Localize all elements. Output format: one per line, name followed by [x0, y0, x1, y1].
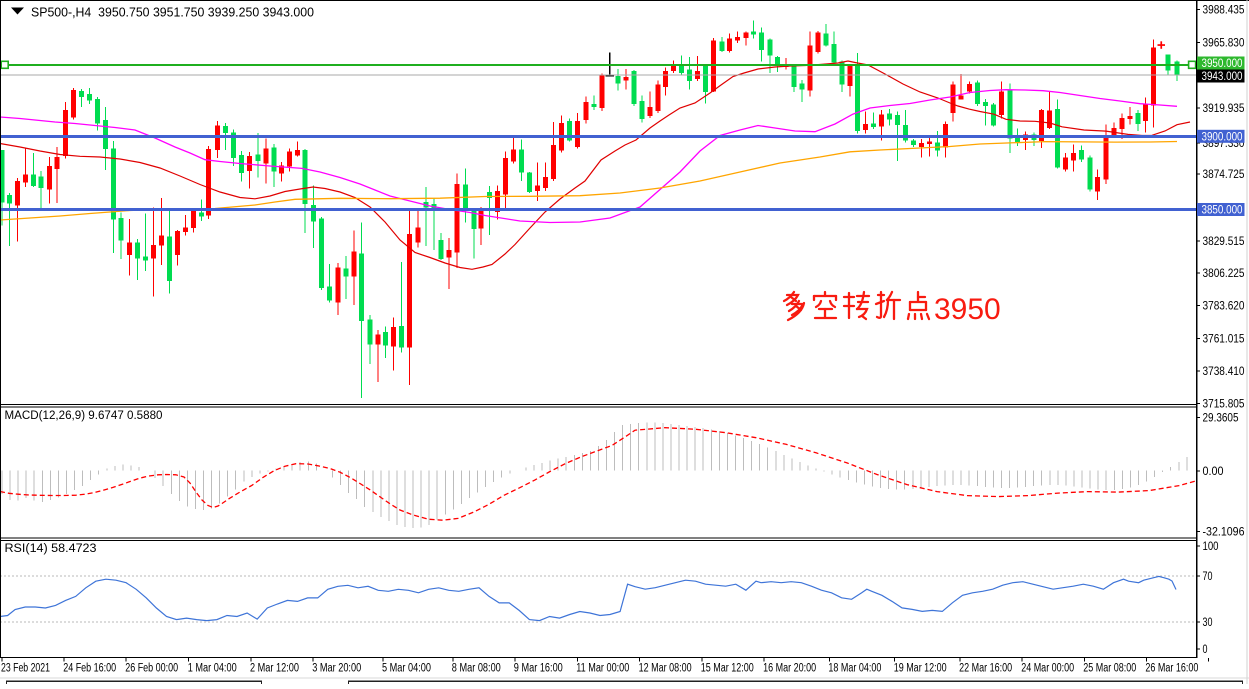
svg-text:15 Mar 12:00: 15 Mar 12:00: [701, 663, 754, 675]
svg-text:3806.225: 3806.225: [1203, 268, 1245, 280]
svg-text:3829.515: 3829.515: [1203, 236, 1245, 248]
svg-text:3715.805: 3715.805: [1203, 399, 1245, 411]
svg-text:3965.830: 3965.830: [1203, 37, 1245, 49]
svg-text:3919.935: 3919.935: [1203, 103, 1245, 115]
svg-text:26 Mar 16:00: 26 Mar 16:00: [1145, 663, 1198, 675]
svg-text:70: 70: [1203, 571, 1213, 583]
svg-text:5 Mar 04:00: 5 Mar 04:00: [382, 663, 431, 675]
svg-text:30: 30: [1203, 617, 1213, 629]
svg-text:100: 100: [1203, 541, 1219, 553]
svg-text:3988.435: 3988.435: [1203, 5, 1245, 17]
svg-text:0: 0: [1203, 644, 1208, 656]
svg-text:3850.000: 3850.000: [1202, 205, 1243, 217]
svg-text:19 Mar 12:00: 19 Mar 12:00: [894, 663, 947, 675]
svg-text:MACD(12,26,9) 9.6747 0.5880: MACD(12,26,9) 9.6747 0.5880: [5, 410, 163, 422]
svg-text:3950.000: 3950.000: [1202, 58, 1243, 70]
svg-text:9 Mar 16:00: 9 Mar 16:00: [514, 663, 563, 675]
svg-text:18 Mar 04:00: 18 Mar 04:00: [828, 663, 881, 675]
svg-text:3783.620: 3783.620: [1203, 301, 1245, 313]
svg-text:SP500-,H4 3950.750 3951.750 3: SP500-,H4 3950.750 3951.750 3939.250 394…: [31, 6, 314, 20]
svg-text:24 Mar 00:00: 24 Mar 00:00: [1021, 663, 1074, 675]
svg-text:11 Mar 00:00: 11 Mar 00:00: [576, 663, 629, 675]
svg-text:0.00: 0.00: [1203, 466, 1224, 478]
svg-text:25 Mar 08:00: 25 Mar 08:00: [1083, 663, 1136, 675]
svg-text:3874.725: 3874.725: [1203, 169, 1245, 181]
svg-text:24 Feb 16:00: 24 Feb 16:00: [63, 663, 116, 675]
svg-text:2 Mar 12:00: 2 Mar 12:00: [250, 663, 299, 675]
svg-text:8 Mar 08:00: 8 Mar 08:00: [452, 663, 501, 675]
svg-text:RSI(14) 58.4723: RSI(14) 58.4723: [5, 543, 97, 555]
svg-text:26 Feb 00:00: 26 Feb 00:00: [125, 663, 178, 675]
svg-text:3761.015: 3761.015: [1203, 333, 1245, 345]
svg-text:3900.000: 3900.000: [1202, 131, 1243, 143]
svg-text:23 Feb 2021: 23 Feb 2021: [1, 663, 50, 675]
svg-text:16 Mar 20:00: 16 Mar 20:00: [763, 663, 816, 675]
svg-text:29.3605: 29.3605: [1203, 413, 1239, 425]
svg-text:3 Mar 20:00: 3 Mar 20:00: [312, 663, 361, 675]
svg-text:22 Mar 16:00: 22 Mar 16:00: [959, 663, 1012, 675]
svg-text:1 Mar 04:00: 1 Mar 04:00: [188, 663, 237, 675]
svg-text:12 Mar 08:00: 12 Mar 08:00: [639, 663, 692, 675]
svg-text:3738.410: 3738.410: [1203, 366, 1245, 378]
svg-text:-32.1096: -32.1096: [1203, 527, 1245, 539]
svg-text:3943.000: 3943.000: [1202, 71, 1243, 83]
svg-text:3950: 3950: [934, 293, 1001, 326]
